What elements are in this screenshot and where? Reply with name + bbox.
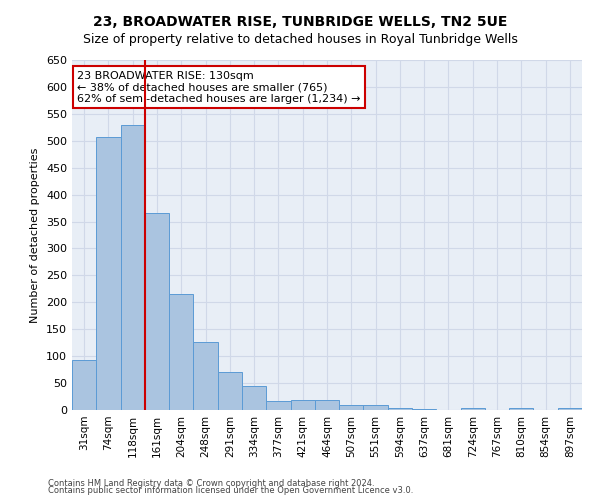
Bar xyxy=(218,372,242,410)
Bar xyxy=(364,405,388,410)
Bar xyxy=(290,400,315,410)
Bar xyxy=(412,409,436,410)
Text: 23 BROADWATER RISE: 130sqm
← 38% of detached houses are smaller (765)
62% of sem: 23 BROADWATER RISE: 130sqm ← 38% of deta… xyxy=(77,70,361,104)
Y-axis label: Number of detached properties: Number of detached properties xyxy=(31,148,40,322)
Text: Size of property relative to detached houses in Royal Tunbridge Wells: Size of property relative to detached ho… xyxy=(83,32,517,46)
Bar xyxy=(266,402,290,410)
Bar xyxy=(558,408,582,410)
Bar xyxy=(509,408,533,410)
Text: Contains HM Land Registry data © Crown copyright and database right 2024.: Contains HM Land Registry data © Crown c… xyxy=(48,478,374,488)
Text: Contains public sector information licensed under the Open Government Licence v3: Contains public sector information licen… xyxy=(48,486,413,495)
Bar xyxy=(96,137,121,410)
Bar xyxy=(339,404,364,410)
Bar xyxy=(72,360,96,410)
Bar xyxy=(193,342,218,410)
Text: 23, BROADWATER RISE, TUNBRIDGE WELLS, TN2 5UE: 23, BROADWATER RISE, TUNBRIDGE WELLS, TN… xyxy=(93,15,507,29)
Bar xyxy=(242,386,266,410)
Bar xyxy=(388,408,412,410)
Bar xyxy=(169,294,193,410)
Bar xyxy=(315,400,339,410)
Bar xyxy=(145,214,169,410)
Bar xyxy=(121,124,145,410)
Bar xyxy=(461,408,485,410)
